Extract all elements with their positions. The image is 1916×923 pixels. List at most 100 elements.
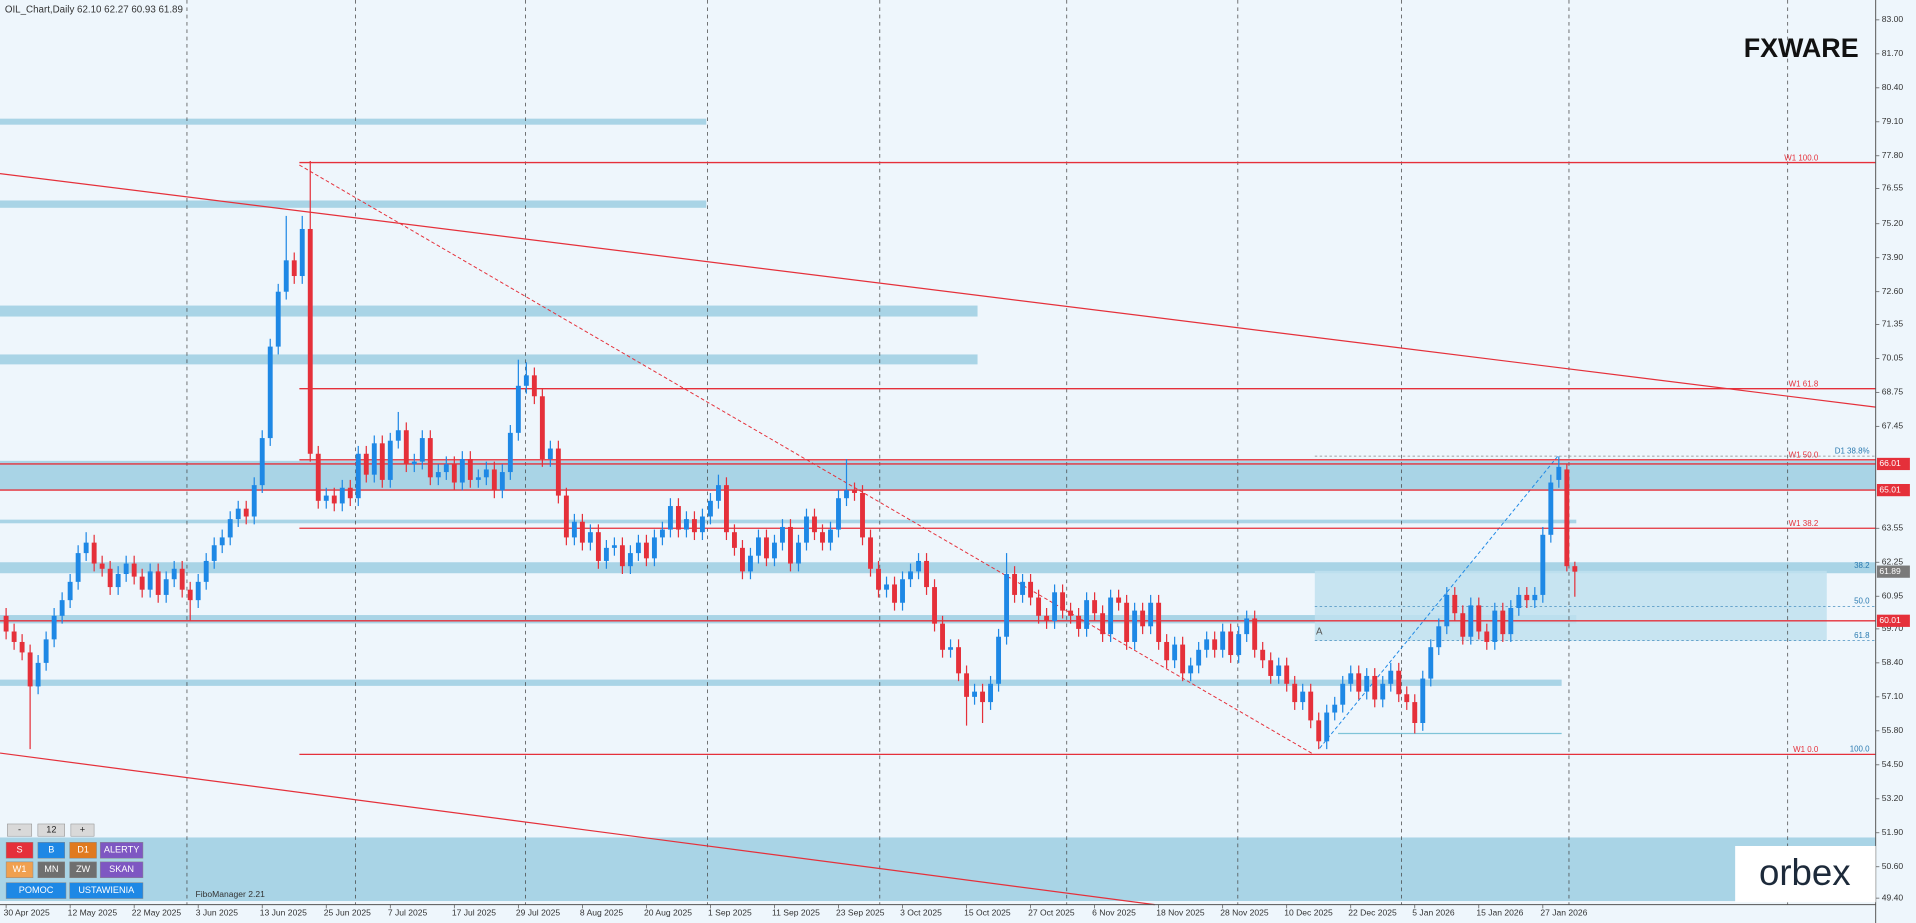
logo-bottom: orbex (1759, 852, 1851, 893)
candle-body (531, 375, 537, 397)
x-tick-label: 11 Sep 2025 (772, 907, 820, 917)
candle-body (611, 545, 617, 548)
candle-body (627, 553, 633, 567)
candle-body (1452, 594, 1458, 614)
candle-body (451, 464, 457, 483)
candle-body (187, 589, 193, 601)
panel-button-label[interactable]: - (18, 825, 21, 835)
candle-body (1380, 683, 1386, 700)
panel-button-label[interactable]: D1 (77, 845, 89, 855)
candle-body (1372, 675, 1378, 700)
candle-body (459, 458, 465, 483)
candle-body (3, 615, 9, 632)
panel-button-label[interactable]: W1 (13, 864, 27, 874)
candle-body (707, 500, 713, 517)
candle-body (107, 568, 113, 588)
x-tick-label: 10 Dec 2025 (1284, 907, 1333, 917)
candle-body (1108, 597, 1114, 635)
candle-body (235, 508, 241, 520)
chart-title: OIL_Chart,Daily 62.10 62.27 60.93 61.89 (5, 4, 183, 15)
candles (3, 161, 1578, 750)
panel-button[interactable] (99, 842, 144, 859)
candle-body (924, 560, 929, 588)
candle-body (964, 673, 969, 697)
panel-button-label[interactable]: S (16, 845, 22, 855)
candle-body (1036, 597, 1042, 616)
candle-body (1508, 607, 1514, 635)
level-label: W1 61.8 (1789, 379, 1819, 388)
candle-body (19, 641, 25, 653)
y-tick-label: 77.80 (1882, 150, 1904, 160)
candle-body (1404, 694, 1410, 703)
panel-button[interactable] (69, 842, 97, 859)
panel-button[interactable] (99, 861, 144, 879)
panel-button-label[interactable]: SKAN (109, 864, 134, 874)
panel-button[interactable] (69, 861, 97, 879)
panel-button-label[interactable]: ZW (76, 864, 91, 874)
panel-button-label[interactable]: ALERTY (104, 845, 139, 855)
candle-body (1324, 712, 1330, 742)
candle-body (1396, 670, 1402, 695)
candle-body (467, 458, 473, 480)
panel-button-label[interactable]: POMOC (19, 885, 54, 895)
candle-body (179, 568, 185, 590)
panel-button-label[interactable]: USTAWIENIA (78, 885, 135, 895)
candle-body (675, 506, 681, 530)
candle-body (1132, 610, 1138, 642)
candle-body (1436, 626, 1442, 648)
panel-button[interactable] (37, 861, 66, 879)
candle-body (555, 448, 561, 496)
zone (0, 305, 978, 317)
candle-body (1420, 678, 1426, 723)
x-tick-label: 3 Jun 2025 (196, 907, 239, 917)
y-tick-label: 60.95 (1882, 590, 1904, 600)
panel-button-label[interactable]: + (80, 825, 85, 835)
fib-label: D1 38.8% (1835, 446, 1870, 455)
candle-body (1356, 673, 1362, 692)
x-tick-label: 23 Sep 2025 (836, 907, 885, 917)
candle-body (996, 636, 1002, 684)
y-tick-label: 80.40 (1882, 82, 1904, 92)
zone (0, 562, 1876, 574)
x-tick-label: 1 Sep 2025 (708, 907, 752, 917)
candle-body (715, 485, 721, 501)
fib-label: 38.2 (1854, 561, 1870, 570)
candle-body (283, 260, 289, 292)
candle-body (916, 560, 921, 572)
candle-body (1492, 610, 1498, 642)
panel-button-label[interactable]: 12 (46, 825, 56, 835)
panel-button[interactable] (5, 842, 34, 859)
panel-button[interactable] (37, 842, 66, 859)
price-tag (1876, 565, 1910, 578)
candle-body (764, 537, 769, 559)
candle-body (195, 581, 201, 601)
y-tick-label: 76.55 (1882, 183, 1904, 193)
candle-body (948, 647, 953, 650)
candle-body (539, 396, 545, 459)
candle-body (315, 453, 321, 501)
candle-body (299, 228, 305, 277)
candle-body (1092, 600, 1098, 614)
level-label: W1 0.0 (1793, 745, 1819, 754)
panel-button[interactable] (5, 882, 67, 899)
candle-body (371, 443, 377, 475)
panel-button[interactable] (5, 861, 34, 879)
candle-body (1196, 649, 1202, 666)
panel-button[interactable] (37, 823, 66, 837)
fib-label: 61.8 (1854, 631, 1870, 640)
candle-body (1220, 631, 1226, 650)
panel-button[interactable] (70, 823, 95, 837)
candle-body (1164, 641, 1170, 661)
candle-body (1116, 597, 1122, 603)
candle-body (427, 438, 433, 478)
price-tag (1876, 483, 1910, 497)
panel-button-label[interactable]: B (48, 845, 54, 855)
candle-body (1084, 600, 1090, 629)
panel-button[interactable] (7, 823, 33, 837)
panel-button-label[interactable]: MN (44, 864, 58, 874)
candle-body (1268, 660, 1274, 676)
panel-button[interactable] (69, 882, 144, 899)
y-tick-label: 70.05 (1882, 353, 1904, 363)
